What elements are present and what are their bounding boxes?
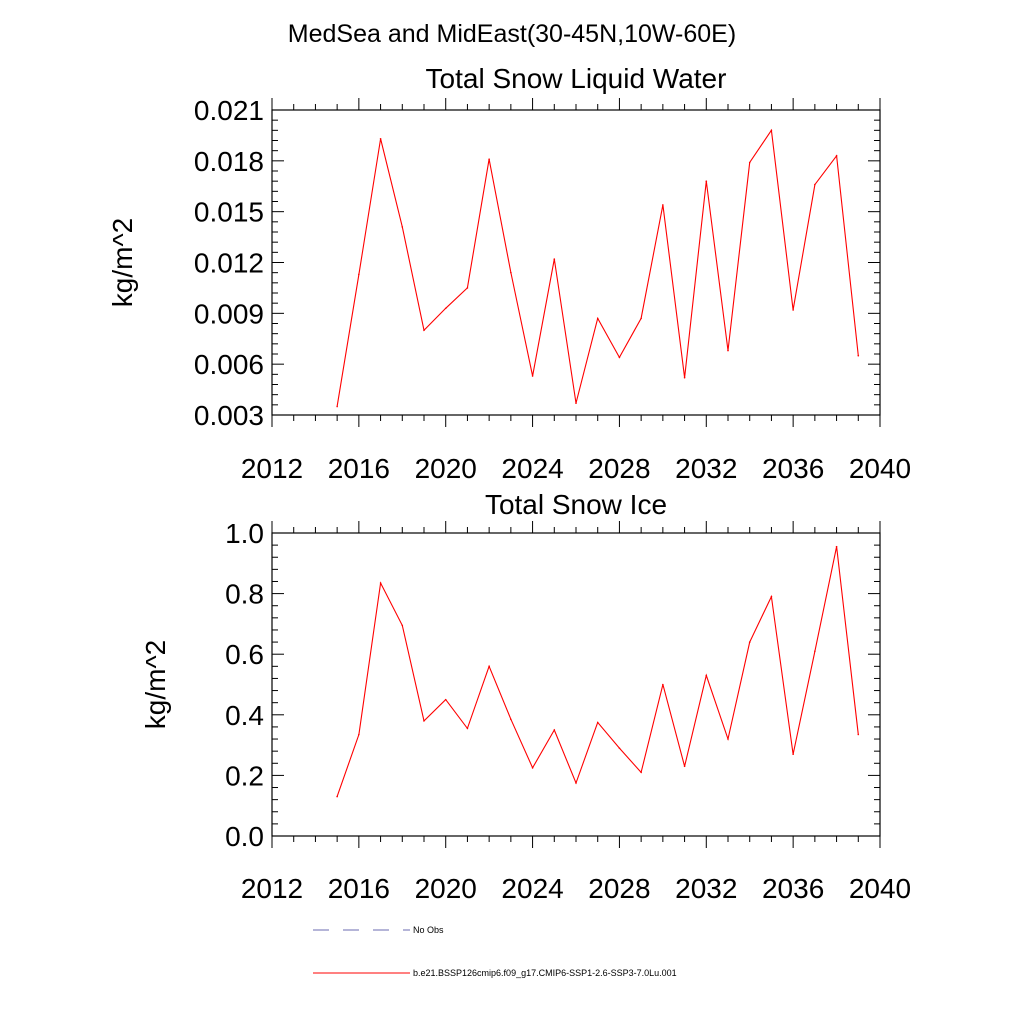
y-tick-label: 0.012 (194, 248, 264, 279)
y-axis-label: kg/m^2 (107, 218, 138, 307)
data-point (423, 720, 425, 722)
chart-title: Total Snow Ice (485, 489, 667, 520)
data-point (640, 771, 642, 774)
data-point (466, 287, 469, 289)
data-point (792, 753, 794, 755)
x-tick-label: 2036 (762, 453, 824, 484)
data-point (835, 154, 838, 157)
y-tick-label: 0.018 (194, 146, 264, 177)
data-point (683, 765, 686, 768)
y-tick-label: 0.021 (194, 95, 264, 126)
data-point (553, 729, 556, 731)
data-point (575, 402, 577, 404)
data-point (640, 317, 642, 320)
data-point (727, 738, 729, 740)
y-tick-label: 0.003 (194, 400, 264, 431)
x-tick-label: 2024 (501, 453, 563, 484)
data-point (488, 665, 490, 668)
x-tick-label: 2016 (328, 453, 390, 484)
plot-frame (271, 109, 881, 416)
x-tick-label: 2020 (415, 453, 477, 484)
data-point (379, 138, 382, 140)
legend-label-1: No Obs (413, 925, 444, 935)
figure-title: MedSea and MidEast(30-45N,10W-60E) (288, 20, 736, 48)
data-point (792, 309, 794, 311)
data-point (401, 226, 404, 228)
data-point (358, 733, 360, 736)
data-point (857, 733, 860, 736)
series-line-1 (336, 128, 859, 407)
legend-label-2: b.e21.BSSP126cmip6.f09_g17.CMIP6-SSP1-2.… (413, 968, 677, 978)
data-point (662, 683, 664, 686)
data-point (814, 183, 816, 186)
x-tick-label: 2028 (588, 453, 650, 484)
data-point (596, 317, 599, 320)
x-tick-label: 2016 (328, 873, 390, 904)
plot-frame (271, 532, 881, 837)
x-tick-label: 2032 (675, 453, 737, 484)
data-point (770, 595, 773, 598)
chart-panel-1: Total Snow Liquid Water kg/m^2 2012 2016 202… (107, 63, 911, 484)
data-point (466, 727, 469, 730)
data-point (510, 271, 512, 274)
data-point (748, 161, 751, 164)
data-point (336, 405, 338, 408)
y-tick-label: 0.006 (194, 349, 264, 380)
y-tick-label: 0.0 (225, 821, 264, 852)
data-point (423, 329, 425, 332)
y-axis-label: kg/m^2 (140, 640, 171, 729)
data-point (835, 545, 838, 548)
data-point (488, 158, 490, 160)
y-tick-label: 1.0 (225, 518, 264, 549)
data-point (336, 795, 338, 798)
data-point (618, 747, 621, 749)
y-tick-label: 0.8 (225, 579, 264, 610)
data-point (510, 718, 512, 721)
data-point (531, 375, 534, 377)
x-tick-label: 2020 (415, 873, 477, 904)
data-point (770, 129, 773, 132)
data-point (531, 767, 534, 769)
data-point (358, 273, 360, 276)
chart-panels: Total Snow Liquid Water kg/m^2 2012 2016 202… (107, 63, 911, 904)
x-tick-label: 2012 (241, 873, 303, 904)
y-tick-label: 0.2 (225, 760, 264, 791)
data-point (596, 721, 599, 724)
x-tick-label: 2040 (849, 873, 911, 904)
data-point (705, 180, 708, 182)
x-tick-label: 2024 (501, 873, 563, 904)
legend: No Obs b.e21.BSSP126cmip6.f09_g17.CMIP6-S… (313, 925, 677, 978)
data-point (814, 650, 816, 652)
data-point (553, 258, 556, 260)
y-tick-label: 0.009 (194, 298, 264, 329)
x-tick-label: 2028 (588, 873, 650, 904)
data-point (662, 204, 664, 206)
data-point (683, 376, 686, 379)
data-point (857, 354, 860, 357)
data-point (748, 641, 751, 643)
data-point (705, 674, 708, 677)
data-point (444, 698, 447, 701)
y-tick-label: 0.6 (225, 639, 264, 670)
data-point (444, 307, 447, 310)
data-point (379, 582, 382, 584)
x-tick-label: 2032 (675, 873, 737, 904)
data-point (401, 624, 404, 627)
x-tick-label: 2036 (762, 873, 824, 904)
y-tick-label: 0.015 (194, 197, 264, 228)
data-point (727, 349, 729, 352)
x-tick-label: 2040 (849, 453, 911, 484)
x-tick-label: 2012 (241, 453, 303, 484)
series-line-1 (336, 546, 859, 797)
y-tick-label: 0.4 (225, 700, 264, 731)
chart-title: Total Snow Liquid Water (426, 63, 727, 94)
chart-panel-2: Total Snow Ice kg/m^2 2012 2016 2020 2024 2028… (140, 489, 911, 904)
data-point (575, 782, 577, 784)
data-point (618, 356, 621, 359)
